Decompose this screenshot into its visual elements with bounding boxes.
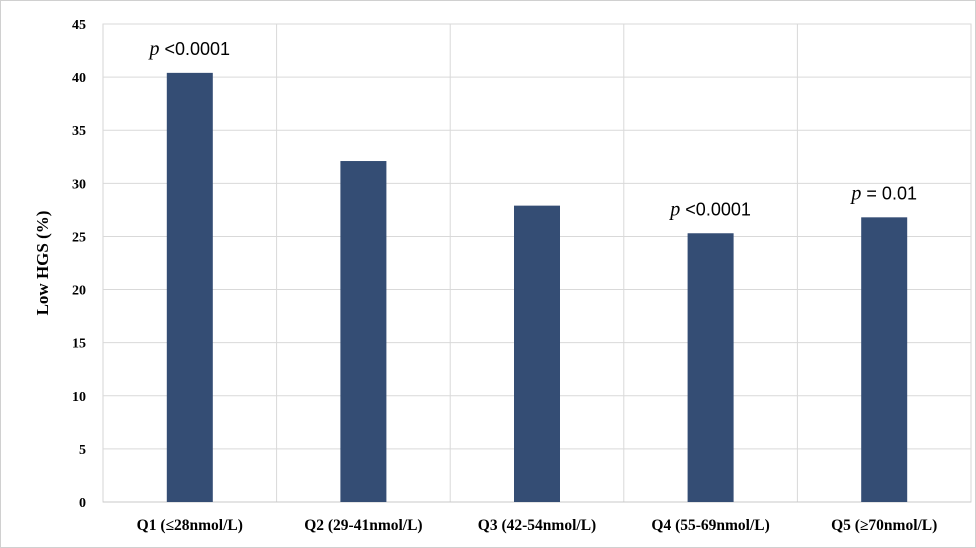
bar [340, 161, 387, 502]
x-category-label: Q3 (42-54nmol/L) [478, 517, 596, 534]
y-tick-label: 10 [72, 390, 86, 405]
x-category-labels: Q1 (≤28nmol/L) Q2 (29-41nmol/L) Q3 (42-54n… [137, 517, 938, 534]
p-symbol: p [148, 38, 160, 60]
y-tick-label: 0 [79, 496, 86, 511]
y-tick-label: 40 [72, 71, 86, 86]
p-value-annotation: p <0.0001 [148, 38, 231, 60]
p-symbol: p [668, 198, 680, 220]
y-tick-label: 45 [72, 18, 86, 33]
y-axis-title: Low HGS (%) [33, 211, 52, 316]
p-value-annotation: p <0.0001 [668, 198, 751, 220]
y-tick-labels: 0 5 10 15 20 25 30 35 40 45 [72, 18, 86, 511]
p-symbol: p [849, 182, 861, 204]
gridlines [103, 23, 971, 503]
y-tick-label: 35 [72, 124, 86, 139]
y-tick-label: 15 [72, 337, 86, 352]
p-value: <0.0001 [680, 199, 751, 219]
y-tick-label: 5 [79, 443, 86, 458]
bar [687, 233, 734, 502]
p-value: <0.0001 [160, 39, 231, 59]
p-value-annotation: p = 0.01 [849, 182, 917, 204]
y-tick-label: 20 [72, 284, 86, 299]
y-tick-label: 30 [72, 177, 86, 192]
x-category-label: Q4 (55-69nmol/L) [651, 517, 769, 534]
x-category-label: Q1 (≤28nmol/L) [137, 517, 243, 534]
x-category-label: Q5 (≥70nmol/L) [831, 517, 937, 534]
p-value: = 0.01 [861, 183, 917, 203]
bar [514, 205, 560, 502]
bars [166, 72, 908, 503]
x-category-label: Q2 (29-41nmol/L) [304, 517, 422, 534]
bar [166, 72, 213, 503]
y-tick-label: 25 [72, 230, 86, 245]
bar [861, 217, 908, 502]
